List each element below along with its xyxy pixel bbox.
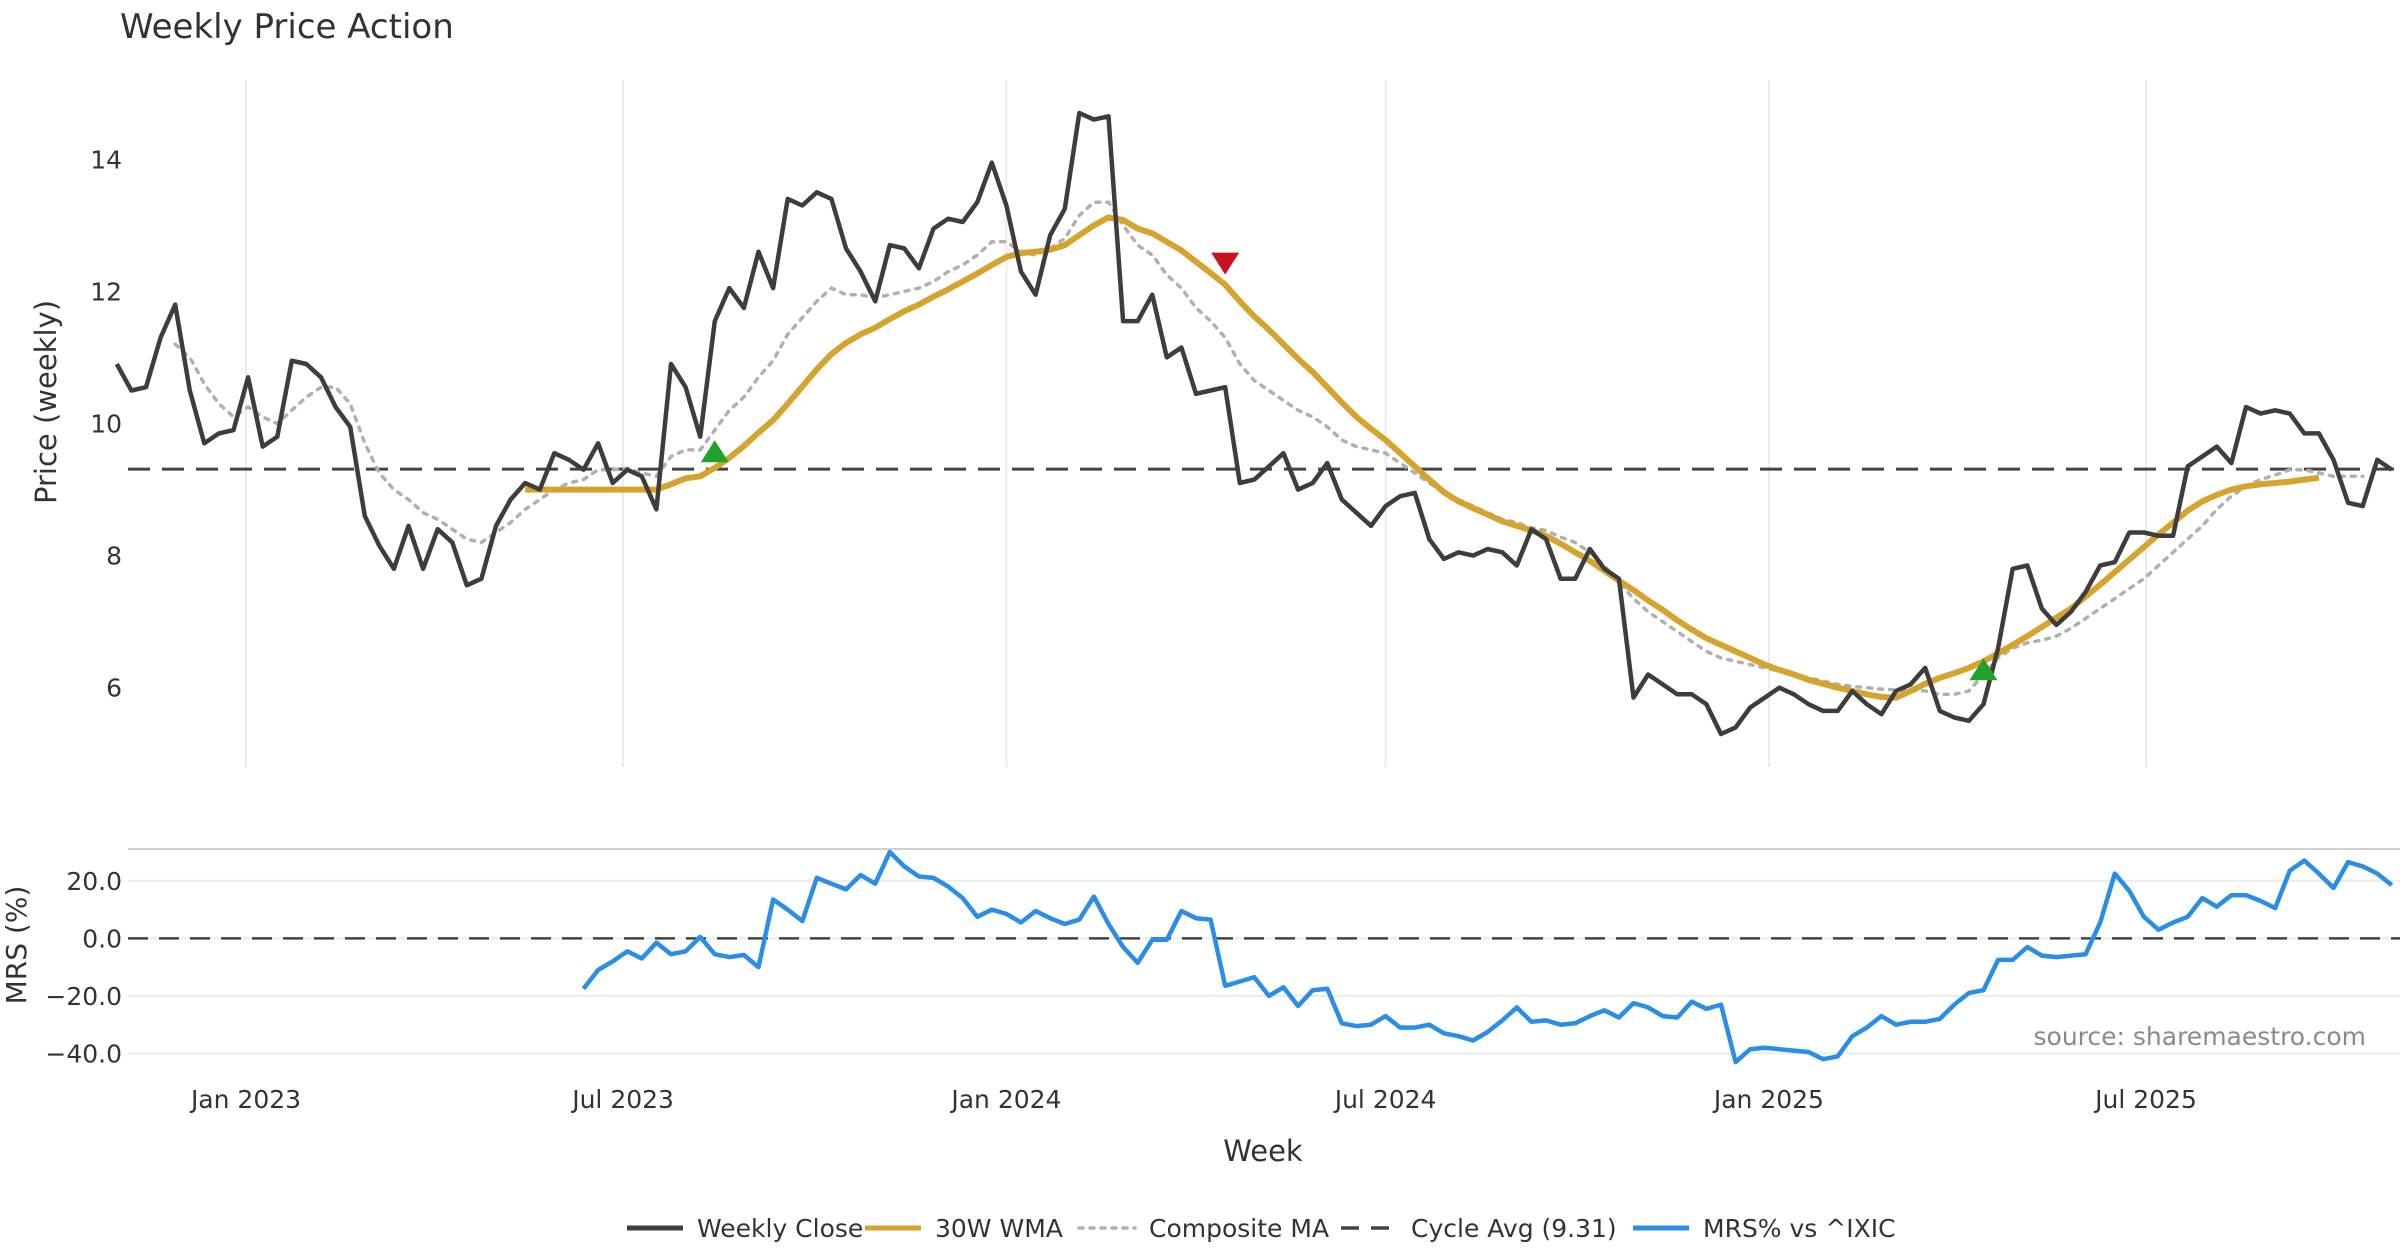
legend-label-composite: Composite MA: [1149, 1214, 1329, 1243]
mrs-y-tick-label: −20.0: [45, 982, 122, 1011]
legend-label-wma: 30W WMA: [935, 1214, 1063, 1243]
price-y-tick-label: 6: [106, 674, 122, 703]
buy-signal-marker: [700, 440, 729, 463]
price-y-tick-label: 8: [106, 542, 122, 571]
mrs-panel: 20.0 0.0 −20.0 −40.0 MRS (%) source: sharem…: [0, 849, 2400, 1069]
wma-30w-line: [525, 214, 2320, 701]
x-tick-label: Jan 2024: [949, 1085, 1061, 1114]
price-y-axis-label: Price (weekly): [29, 300, 63, 504]
x-tick-label: Jan 2023: [189, 1085, 301, 1114]
x-axis-label: Week: [1223, 1134, 1303, 1168]
x-tick-label: Jul 2024: [1333, 1085, 1437, 1114]
price-gridlines: [245, 80, 2147, 767]
composite-ma-line: [173, 200, 2365, 697]
x-tick-label: Jan 2025: [1712, 1085, 1824, 1114]
buy-signal-marker: [1969, 658, 1998, 681]
price-y-tick-labels: 6 8 10 12 14: [90, 145, 122, 702]
sell-signal-marker: [1211, 252, 1240, 275]
chart-title: Weekly Price Action: [120, 7, 454, 47]
price-panel: 6 8 10 12 14 Price (weekly): [29, 80, 2400, 767]
legend-label-cycle: Cycle Avg (9.31): [1411, 1214, 1617, 1243]
legend-label-mrs: MRS% vs ^IXIC: [1703, 1214, 1896, 1243]
mrs-y-tick-label: 0.0: [82, 924, 122, 953]
signal-markers: [700, 252, 1998, 681]
price-y-tick-label: 10: [90, 410, 122, 439]
chart-legend: Weekly Close 30W WMA Composite MA Cycle Avg…: [627, 1214, 1896, 1243]
mrs-y-tick-label: 20.0: [66, 867, 122, 896]
price-y-tick-label: 14: [90, 145, 122, 174]
x-tick-label: Jul 2025: [2093, 1085, 2197, 1114]
x-axis-tick-labels: Jan 2023 Jul 2023 Jan 2024 Jul 2024 Jan 2025…: [189, 1085, 2197, 1114]
mrs-line: [581, 849, 2394, 1065]
legend-label-close: Weekly Close: [697, 1214, 863, 1243]
source-credit: source: sharemaestro.com: [2034, 1022, 2367, 1051]
x-tick-label: Jul 2023: [570, 1085, 674, 1114]
price-y-tick-label: 12: [90, 277, 122, 306]
mrs-y-tick-label: −40.0: [45, 1039, 122, 1068]
weekly-close-line: [114, 110, 2394, 737]
mrs-y-tick-labels: 20.0 0.0 −20.0 −40.0: [45, 867, 122, 1069]
mrs-y-axis-label: MRS (%): [0, 886, 33, 1005]
